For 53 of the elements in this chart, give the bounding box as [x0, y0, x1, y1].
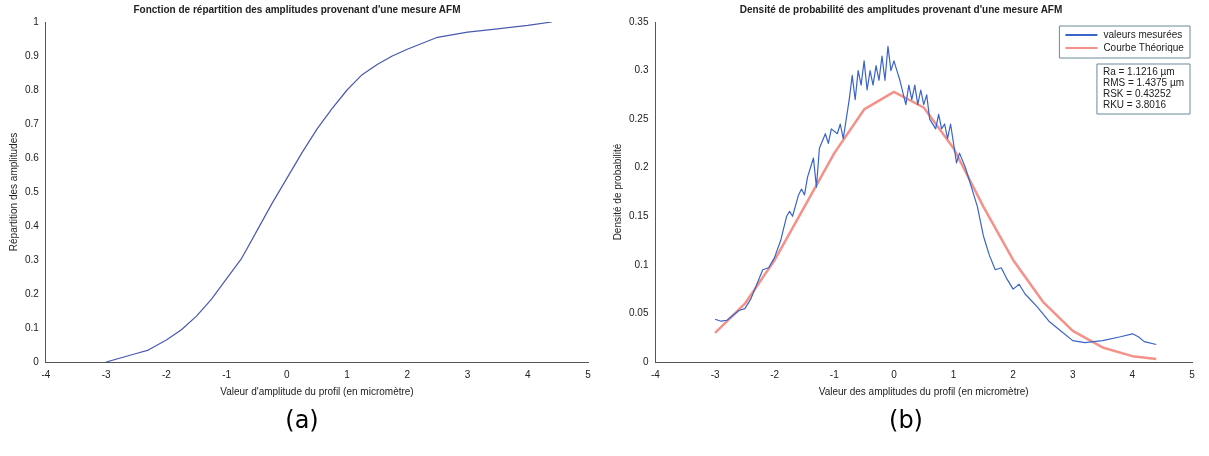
x-tick-label: -2: [161, 368, 172, 380]
x-axis-title: Valeur des amplitudes du profil (en micromètre): [818, 385, 1029, 397]
y-tick-label: 0.2: [25, 287, 40, 299]
x-tick-label: 1: [950, 368, 957, 380]
text: (a): [284, 406, 320, 434]
x-tick-label: -4: [41, 368, 51, 380]
x-tick-label: 0: [891, 368, 898, 380]
y-tick-label: 0.9: [25, 49, 40, 61]
x-tick-label: -1: [222, 368, 232, 380]
chart-title: Fonction de répartition des amplitudes provenant d'une mesure AFM: [133, 3, 461, 15]
text: (b): [888, 406, 924, 434]
y-tick-label: 0.3: [634, 64, 649, 76]
annotation: RMS = 1.4375 µm: [1102, 76, 1184, 88]
x-tick-label: 1: [344, 368, 351, 380]
x-tick-label: 4: [524, 368, 531, 380]
y-tick-label: 0.1: [25, 321, 40, 333]
annotation: RSK = 0.43252: [1102, 87, 1172, 99]
y-axis-title: Répartition des amplitudes: [7, 132, 19, 252]
y-tick-label: 0.7: [25, 117, 40, 129]
y-tick-label: 0.6: [25, 151, 40, 163]
y-axis-title: Densité de probabilité: [611, 143, 623, 241]
x-tick-label: -3: [101, 368, 112, 380]
y-tick-label: 0.2: [634, 161, 649, 173]
legend-label: Courbe Théorique: [1103, 41, 1185, 53]
y-tick-label: 0.05: [628, 307, 649, 319]
y-tick-label: 0.3: [25, 253, 40, 265]
y-tick-label: 0.4: [25, 219, 40, 231]
y-tick-label: 0: [642, 355, 649, 367]
x-tick-label: 3: [1069, 368, 1076, 380]
y-tick-label: 0.5: [25, 185, 40, 197]
x-tick-label: -4: [651, 368, 661, 380]
x-tick-label: 4: [1129, 368, 1136, 380]
x-tick-label: -2: [770, 368, 780, 380]
y-tick-label: 0: [33, 355, 40, 367]
chart-title: Densité de probabilité des amplitudes provenant d'une mesure AFM: [739, 3, 1063, 15]
x-tick-label: -1: [829, 368, 840, 380]
x-tick-label: 5: [1189, 368, 1196, 380]
y-tick-label: 0.8: [25, 83, 40, 95]
y-tick-label: 0.15: [628, 210, 649, 222]
x-tick-label: 2: [1010, 368, 1017, 380]
annotation: Ra = 1.1216 µm: [1102, 65, 1175, 77]
y-tick-label: 0.35: [628, 15, 649, 27]
annotation: RKU = 3.8016: [1102, 98, 1167, 110]
x-tick-label: -3: [710, 368, 720, 380]
y-tick-label: 0.1: [634, 258, 649, 270]
legend-label: valeurs mesurées: [1103, 28, 1183, 40]
y-tick-label: 1: [33, 15, 40, 27]
x-tick-label: 0: [284, 368, 291, 380]
x-tick-label: 5: [585, 368, 592, 380]
x-tick-label: 2: [404, 368, 411, 380]
x-tick-label: 3: [464, 368, 471, 380]
x-axis-title: Valeur d'amplitude du profil (en micromètre): [220, 385, 414, 397]
y-tick-label: 0.25: [628, 112, 649, 124]
